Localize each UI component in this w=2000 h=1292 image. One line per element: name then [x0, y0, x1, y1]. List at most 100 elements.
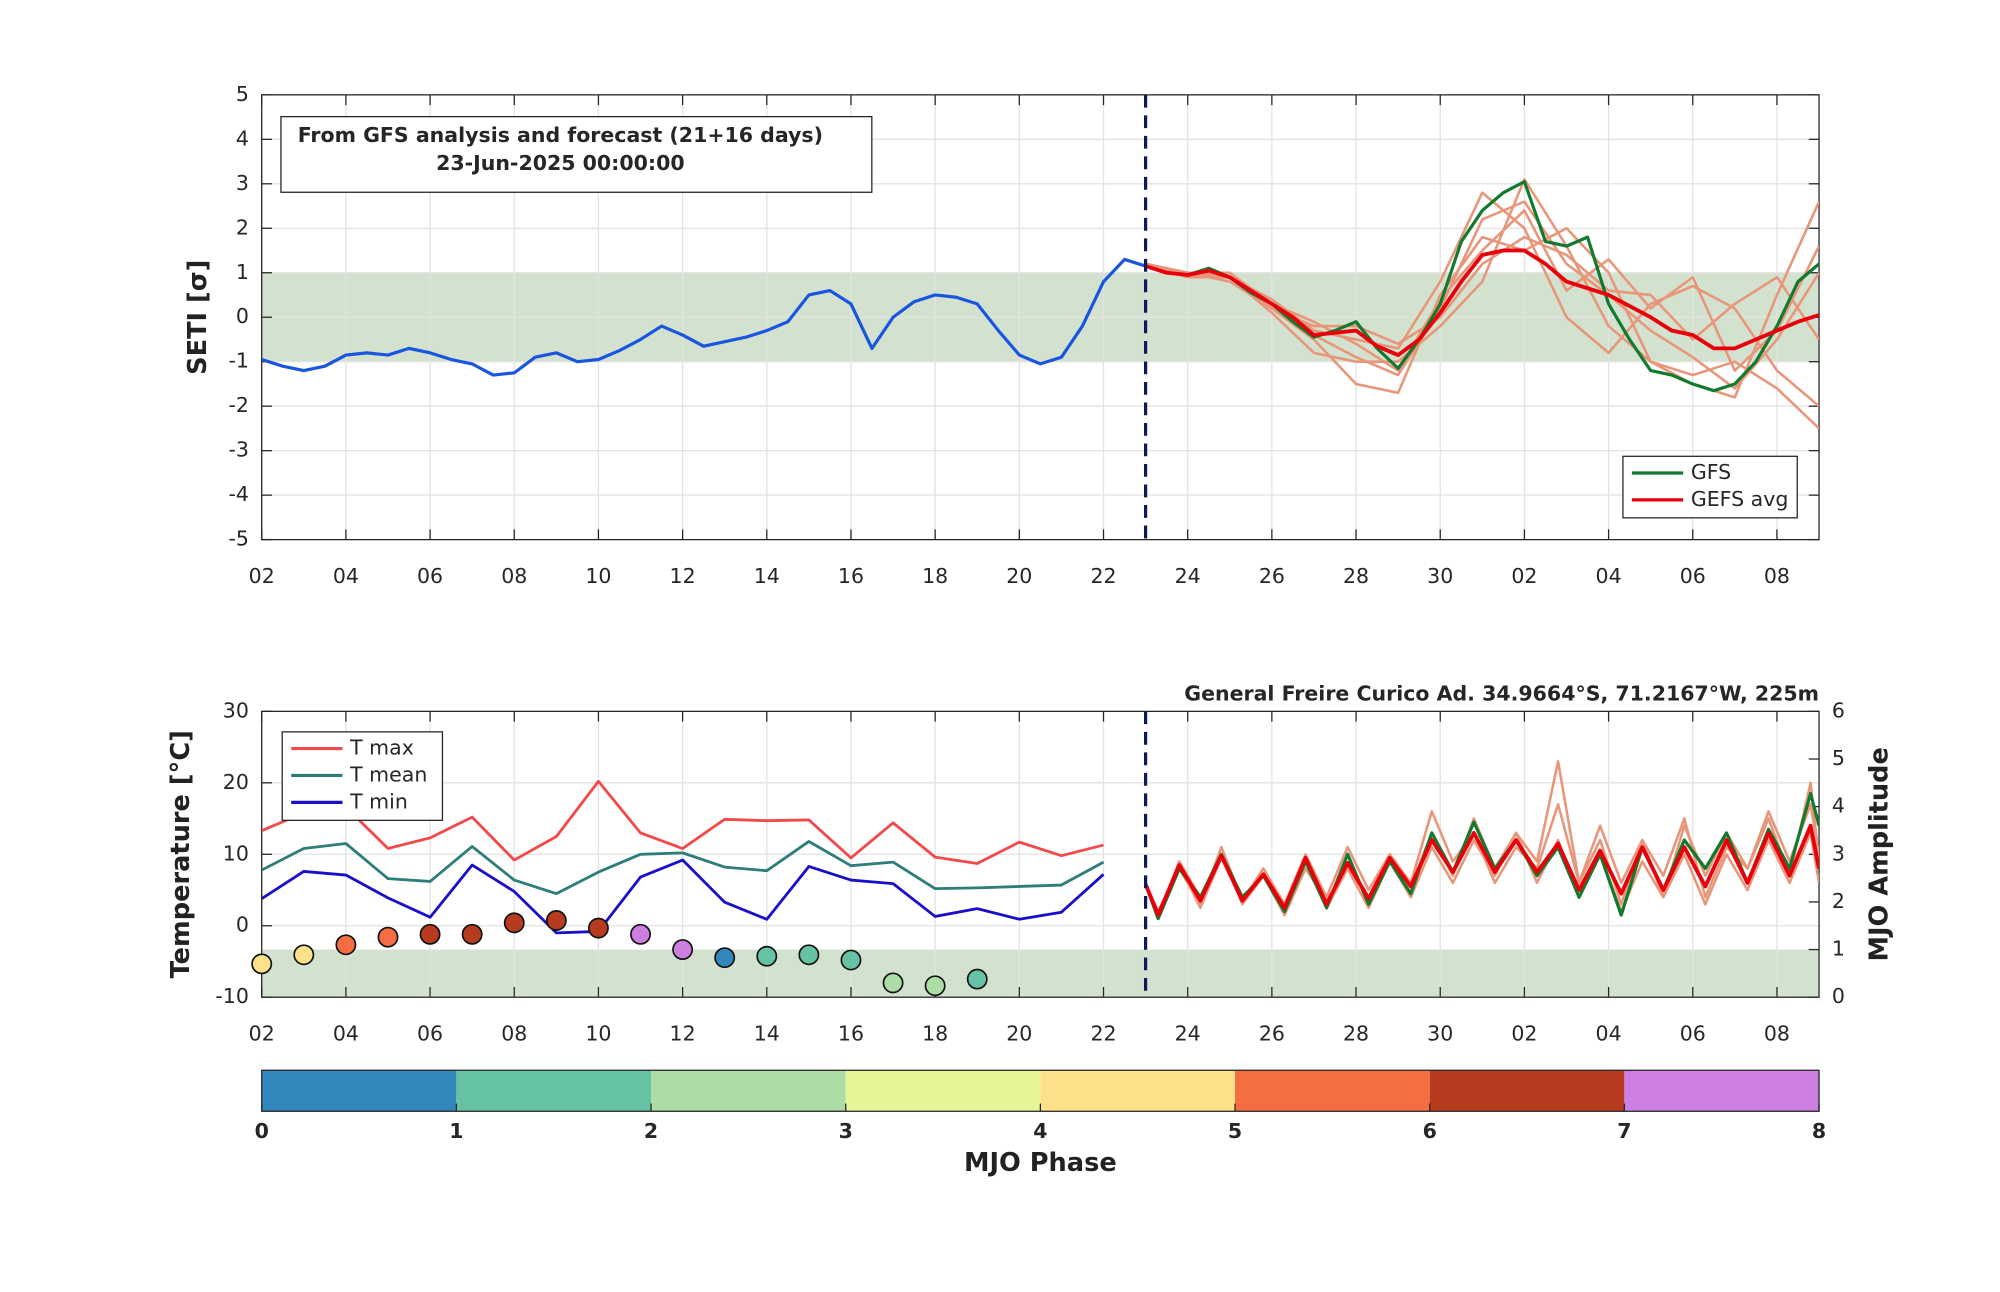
y-tick-label: 2: [236, 215, 249, 239]
legend-label: T mean: [349, 762, 427, 786]
annotation-text: 23-Jun-2025 00:00:00: [436, 151, 685, 175]
y-tick-label: 1: [236, 260, 249, 284]
colorbar-tick-label: 2: [644, 1119, 658, 1143]
mjo-dot: [335, 934, 357, 956]
plot-area: [261, 760, 1820, 935]
colorbar-segment: [1235, 1070, 1430, 1112]
y-tick-label: 5: [236, 82, 249, 106]
colorbar-label: MJO Phase: [964, 1148, 1117, 1178]
mjo-dot: [966, 968, 988, 990]
colorbar-segment: [261, 1070, 457, 1112]
x-tick-label: 18: [922, 564, 948, 588]
colorbar-segment: [1429, 1070, 1625, 1112]
x-tick-label: 22: [1090, 564, 1116, 588]
y-axis-label: Temperature [°C]: [166, 730, 196, 978]
y-tick-label: -5: [228, 527, 248, 551]
mjo-dot: [251, 953, 273, 975]
x-tick-label: 06: [417, 564, 443, 588]
x-tick-label: 14: [754, 564, 780, 588]
x-tick-label: 02: [249, 564, 275, 588]
mjo-dot: [798, 944, 820, 966]
series-line: [1145, 248, 1820, 357]
y-tick-label: 4: [236, 126, 249, 150]
colorbar-tick-label: 8: [1812, 1119, 1826, 1143]
annotation-box: [280, 115, 873, 193]
legend-label: T min: [349, 789, 408, 813]
y-tick-label: 30: [223, 698, 249, 722]
mjo-dot: [882, 972, 904, 994]
mjo-dot: [587, 917, 609, 939]
colorbar-tick-label: 4: [1033, 1119, 1047, 1143]
colorbar-tick-label: 7: [1617, 1119, 1631, 1143]
shaded-band: [261, 949, 1820, 998]
legend-label: GFS: [1691, 460, 1731, 484]
x-tick-label: 28: [1343, 564, 1369, 588]
legend-label: T max: [349, 736, 414, 760]
x-tick-label: 08: [501, 564, 527, 588]
x-tick-label: 28: [1343, 1021, 1369, 1045]
colorbar-segment: [651, 1070, 846, 1112]
colorbar-tick-label: 1: [449, 1119, 463, 1143]
legend-box: [1622, 455, 1798, 519]
x-tick-label: 20: [1006, 1021, 1032, 1045]
y2-tick-label: 1: [1832, 937, 1845, 961]
y2-tick-label: 2: [1832, 889, 1845, 913]
colorbar-segment: [1040, 1070, 1236, 1112]
mjo-dot: [293, 944, 315, 966]
axes-box: [261, 94, 1820, 541]
x-tick-label: 14: [754, 1021, 780, 1045]
series-line: [261, 257, 1147, 377]
ensemble-member-line: [1145, 178, 1820, 430]
series-line: [261, 840, 1105, 896]
mjo-dot: [756, 945, 778, 967]
y-tick-label: -1: [228, 349, 248, 373]
x-tick-label: 06: [417, 1021, 443, 1045]
y-tick-label: 10: [223, 841, 249, 865]
x-tick-label: 06: [1680, 1021, 1706, 1045]
mjo-dot: [419, 923, 441, 945]
y-tick-label: 3: [236, 171, 249, 195]
x-tick-label: 02: [1511, 1021, 1537, 1045]
y-axis-label: SETI [σ]: [183, 260, 213, 375]
ensemble-member-line: [1144, 760, 1820, 913]
x-tick-label: 06: [1680, 564, 1706, 588]
x-tick-label: 08: [1764, 1021, 1790, 1045]
series-line: [261, 858, 1105, 935]
mjo-dot: [503, 912, 525, 934]
mjo-dot: [461, 923, 483, 945]
x-tick-label: 10: [585, 564, 611, 588]
y2-tick-label: 5: [1832, 746, 1845, 770]
x-tick-label: 02: [249, 1021, 275, 1045]
y-tick-label: 20: [223, 770, 249, 794]
y2-axis-label: MJO Amplitude: [1865, 747, 1895, 961]
x-tick-label: 26: [1259, 1021, 1285, 1045]
x-tick-label: 30: [1427, 1021, 1453, 1045]
x-tick-label: 24: [1175, 1021, 1201, 1045]
x-tick-label: 04: [333, 1021, 359, 1045]
mjo-dot: [714, 947, 736, 969]
y-tick-label: 0: [236, 913, 249, 937]
y2-tick-label: 3: [1832, 841, 1845, 865]
series-line: [1143, 823, 1820, 917]
y2-tick-label: 4: [1832, 794, 1845, 818]
mjo-dot: [377, 926, 399, 948]
colorbar-tick-label: 3: [839, 1119, 853, 1143]
x-tick-label: 16: [838, 564, 864, 588]
x-tick-label: 20: [1006, 564, 1032, 588]
x-tick-label: 04: [1596, 1021, 1622, 1045]
x-tick-label: 04: [1596, 564, 1622, 588]
colorbar-segment: [456, 1070, 652, 1112]
x-tick-label: 30: [1427, 564, 1453, 588]
x-tick-label: 02: [1511, 564, 1537, 588]
colorbar-tick-label: 5: [1228, 1119, 1242, 1143]
x-tick-label: 04: [333, 564, 359, 588]
mjo-dot: [924, 975, 946, 997]
x-tick-label: 12: [670, 564, 696, 588]
x-tick-label: 26: [1259, 564, 1285, 588]
chart-title: General Freire Curico Ad. 34.9664°S, 71.…: [1184, 682, 1819, 706]
y2-tick-label: 0: [1832, 984, 1845, 1008]
x-tick-label: 12: [670, 1021, 696, 1045]
legend-label: GEFS avg: [1691, 487, 1789, 511]
mjo-dot: [630, 923, 651, 945]
